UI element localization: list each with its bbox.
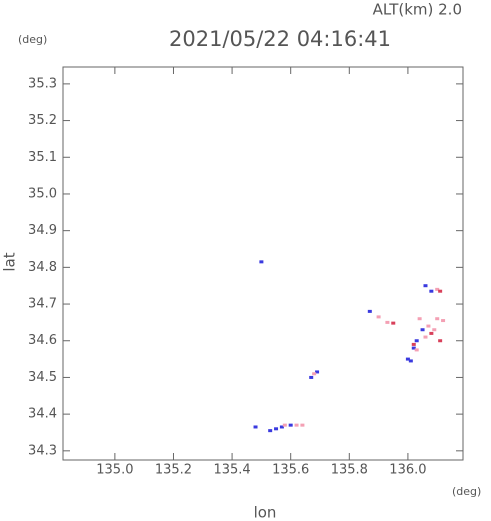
radar-echo: [279, 425, 284, 429]
y-axis-label: lat: [1, 252, 19, 271]
y-tick-label: 34.4: [28, 407, 57, 422]
y-tick-label: 35.0: [28, 186, 57, 201]
radar-echo: [288, 423, 293, 427]
radar-echo: [376, 315, 381, 319]
x-tick-label: 136.0: [389, 463, 426, 478]
radar-echo: [423, 335, 428, 339]
x-tick-label: 135.6: [272, 463, 309, 478]
x-axis-label: lon: [254, 504, 277, 521]
radar-echo: [300, 423, 305, 427]
radar-echo: [405, 357, 410, 361]
radar-echo: [309, 375, 314, 379]
y-tick-label: 34.8: [28, 260, 57, 275]
radar-echo: [367, 309, 372, 313]
y-tick-label: 35.1: [28, 150, 57, 165]
radar-echo: [282, 423, 287, 427]
radar-echo: [429, 289, 434, 293]
y-tick-label: 34.7: [28, 297, 57, 312]
radar-echo: [417, 317, 422, 321]
radar-echo: [441, 319, 446, 323]
x-tick-label: 135.4: [213, 463, 250, 478]
radar-echo: [259, 260, 264, 264]
y-tick-label: 34.9: [28, 223, 57, 238]
x-tick-label: 135.2: [155, 463, 192, 478]
radar-echo: [438, 289, 443, 293]
radar-echo: [253, 425, 258, 429]
radar-echo: [312, 372, 317, 376]
y-tick-label: 34.5: [28, 370, 57, 385]
radar-echo: [426, 324, 431, 328]
radar-echo: [315, 370, 320, 374]
x-tick-label: 135.8: [331, 463, 368, 478]
radar-echo: [429, 331, 434, 335]
radar-echo: [414, 348, 419, 352]
radar-echo: [411, 346, 416, 350]
radar-echo: [411, 342, 416, 346]
radar-echo: [432, 328, 437, 332]
radar-echo: [391, 321, 396, 325]
radar-echo: [438, 339, 443, 343]
radar-echo: [268, 429, 273, 433]
radar-echo: [435, 317, 440, 321]
y-tick-label: 34.3: [28, 443, 57, 458]
y-unit: (deg): [18, 33, 47, 46]
radar-echo: [423, 284, 428, 288]
y-tick-label: 35.2: [28, 113, 57, 128]
chart-title: 2021/05/22 04:16:41: [169, 27, 391, 51]
y-tick-label: 34.6: [28, 333, 57, 348]
x-unit: (deg): [452, 485, 481, 498]
radar-echo: [408, 359, 413, 363]
radar-echo: [385, 320, 390, 324]
x-tick-label: 135.0: [96, 463, 133, 478]
altitude-label: ALT(km) 2.0: [373, 1, 462, 19]
radar-echo: [435, 287, 440, 291]
radar-echo: [274, 427, 279, 431]
radar-echo: [420, 328, 425, 332]
radar-echo: [414, 339, 419, 343]
y-tick-label: 35.3: [28, 76, 57, 91]
radar-echo: [294, 423, 299, 427]
plot-frame: [62, 66, 464, 461]
